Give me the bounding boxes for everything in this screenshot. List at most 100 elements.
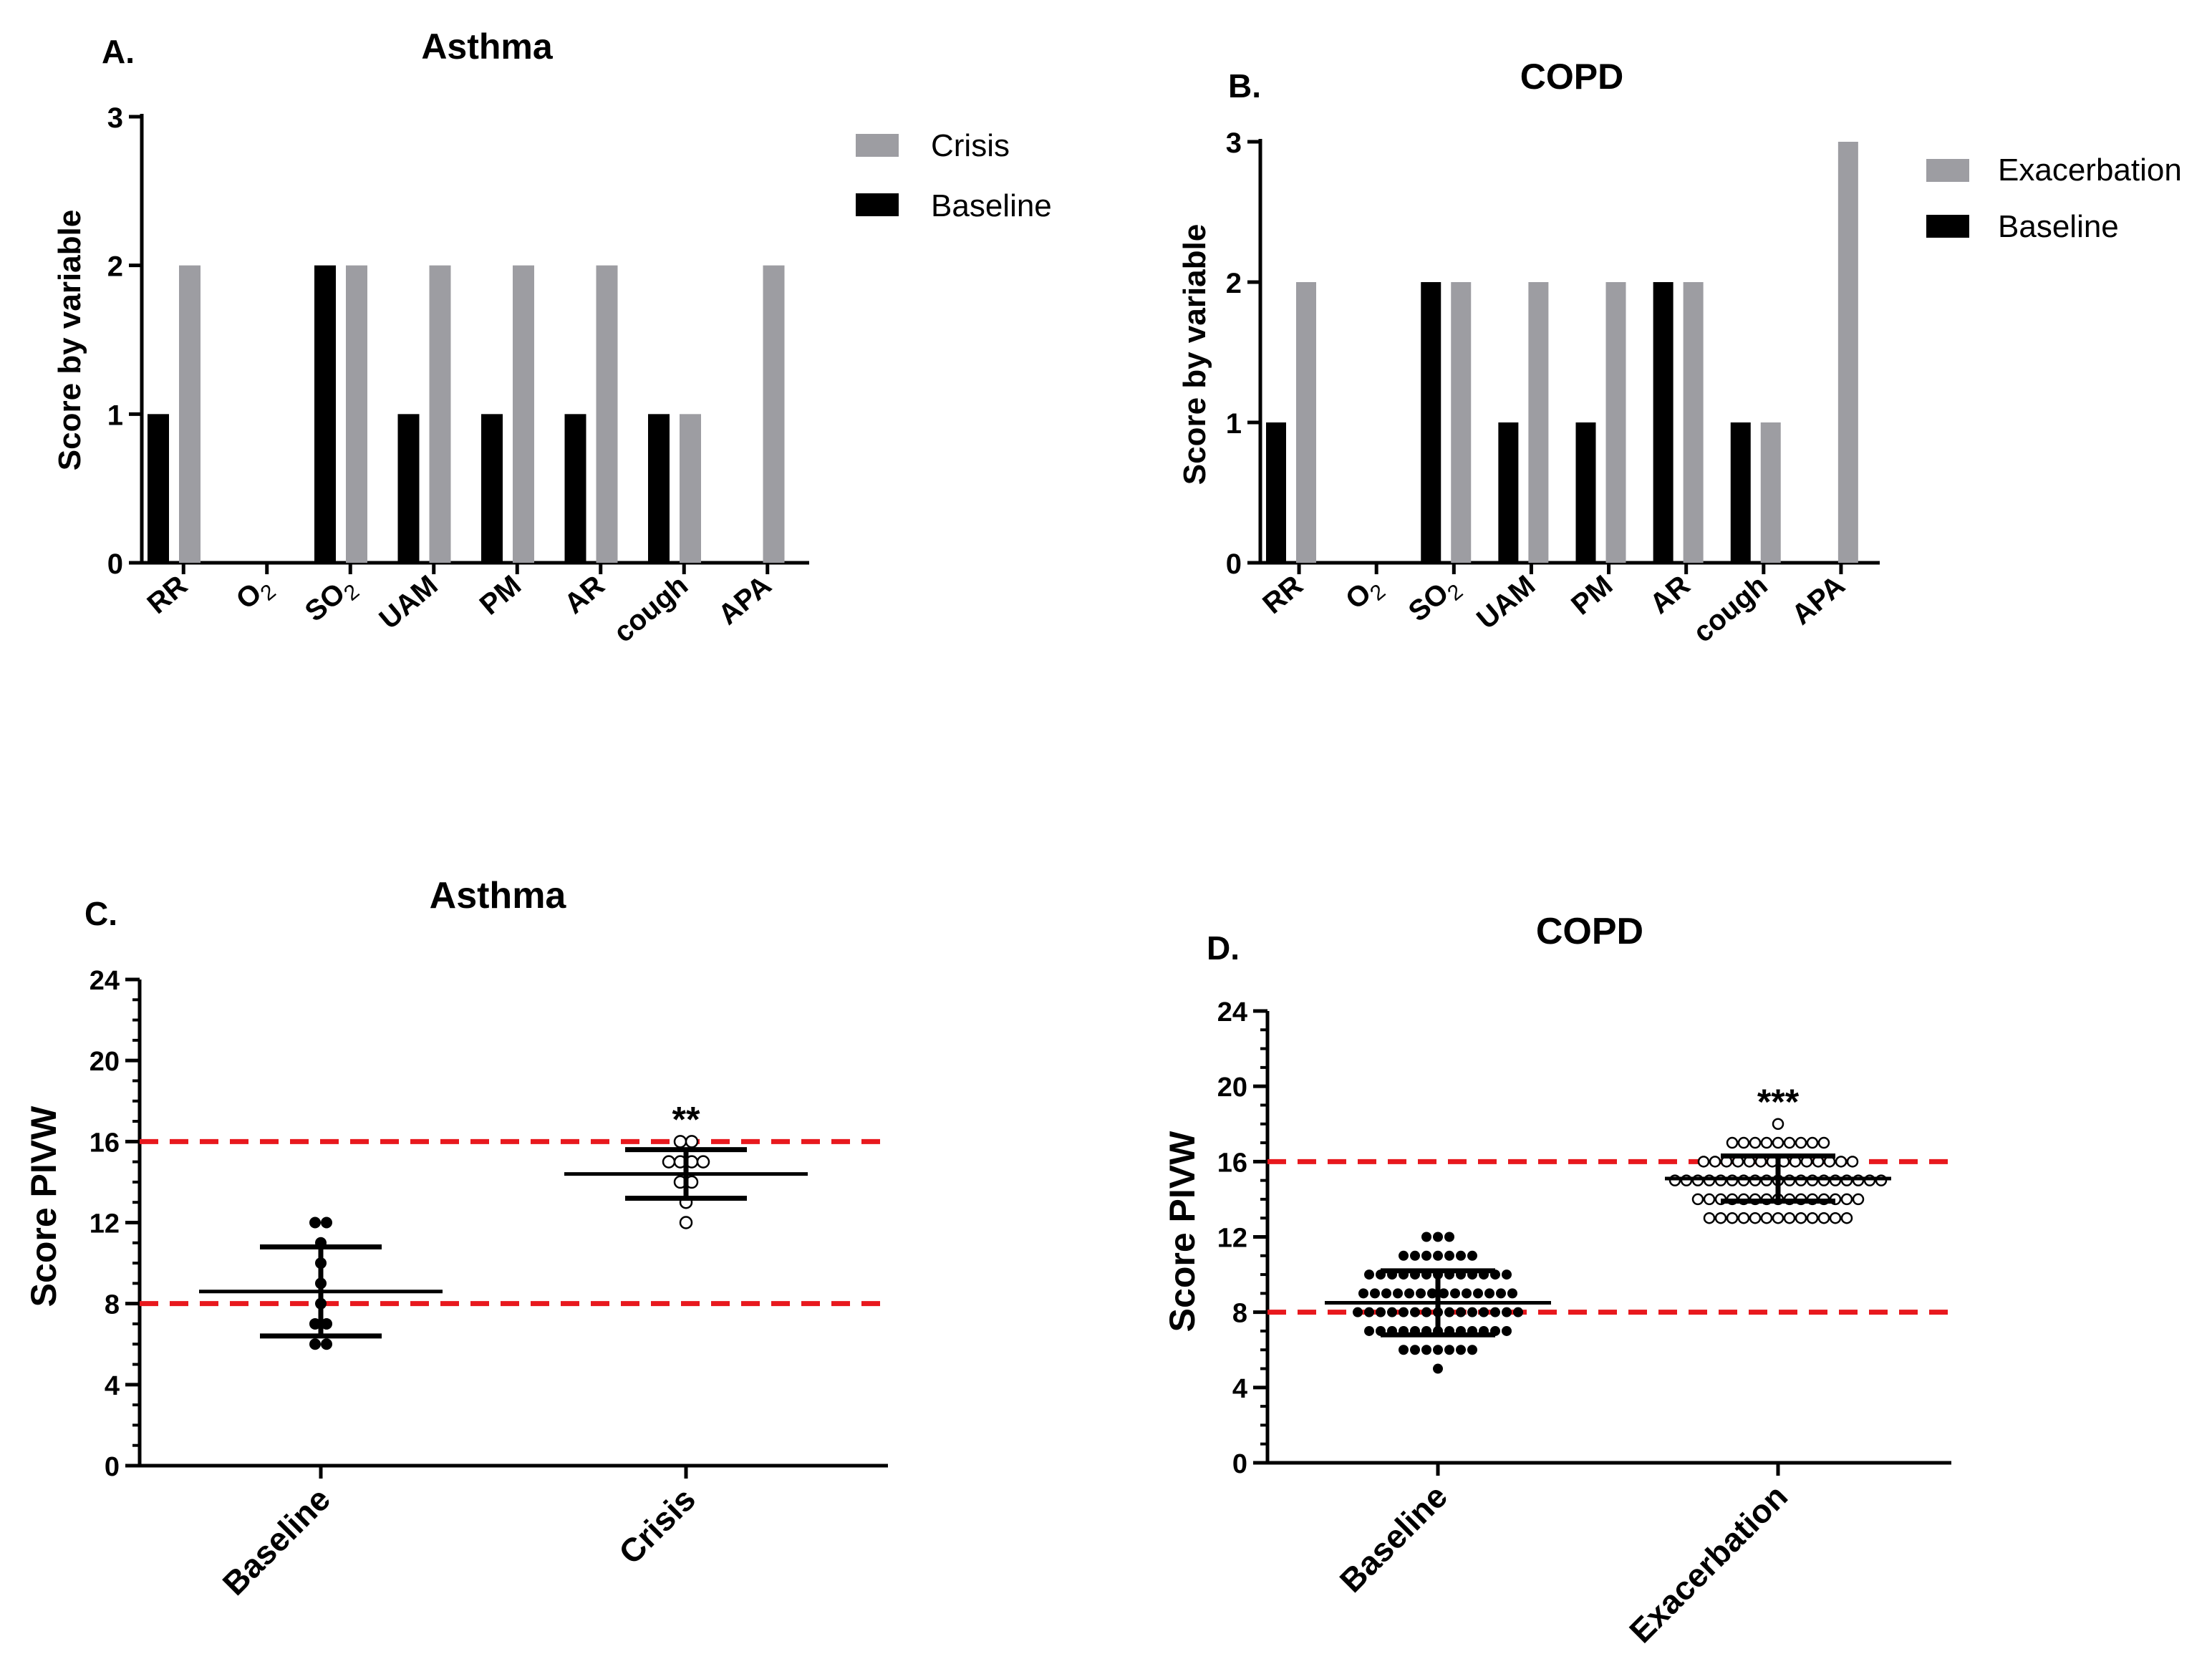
data-point <box>1467 1307 1477 1317</box>
data-point <box>1749 1211 1762 1224</box>
panel-d-plot: 0 4 8 12 16 20 24 Baseline Exacerbation *** <box>1217 997 1951 1650</box>
y-tick-label: 12 <box>90 1209 120 1239</box>
x-tick-label: cough <box>608 569 694 649</box>
x-tick-label: PM <box>474 569 527 621</box>
y-tick-label: 3 <box>1226 127 1242 159</box>
data-point <box>1433 1345 1443 1355</box>
legend-exacerbation-label: Exacerbation <box>1998 153 2182 188</box>
data-point <box>1467 1250 1477 1261</box>
data-point <box>1737 1136 1750 1149</box>
y-tick-label: 0 <box>1232 1449 1247 1479</box>
data-point <box>1410 1307 1420 1317</box>
x-tick-label: AR <box>559 569 611 620</box>
data-point <box>1479 1307 1489 1317</box>
data-point <box>1433 1232 1443 1242</box>
y-tick-label: 0 <box>107 548 123 580</box>
panel-d-label: D. <box>1207 929 1240 967</box>
data-point <box>1697 1156 1710 1168</box>
bar-exacerbation <box>1837 142 1858 563</box>
data-point <box>1709 1156 1721 1168</box>
panel-a: A. Asthma Score by variable 0 1 2 3 RR O2 SO2 U… <box>52 26 1052 649</box>
y-tick-label: 0 <box>105 1452 120 1482</box>
data-point <box>1370 1288 1380 1299</box>
bar-baseline <box>1421 282 1441 563</box>
data-point <box>1726 1136 1739 1149</box>
data-point <box>1410 1345 1420 1355</box>
bar-baseline <box>481 414 503 563</box>
data-point <box>679 1216 693 1229</box>
y-tick-label: 3 <box>107 102 123 134</box>
data-point <box>1703 1211 1716 1224</box>
panel-b-title: COPD <box>1520 57 1623 97</box>
bar-crisis <box>429 265 451 563</box>
y-tick-label: 24 <box>90 966 120 996</box>
data-point <box>1703 1193 1716 1206</box>
data-point <box>1439 1288 1449 1299</box>
legend-crisis-swatch <box>856 134 899 157</box>
panel-d-ylabel: Score PIVW <box>1162 1131 1202 1332</box>
data-point <box>1387 1307 1397 1317</box>
legend-baseline-swatch <box>856 193 899 216</box>
y-tick-label: 1 <box>107 400 123 431</box>
data-point <box>321 1317 332 1330</box>
data-point <box>309 1216 321 1229</box>
data-point <box>1691 1193 1704 1206</box>
legend-crisis-label: Crisis <box>931 128 1010 163</box>
x-tick-label: AR <box>1644 569 1696 620</box>
panel-c-label: C. <box>84 895 117 932</box>
panel-c-plot: 0 4 8 12 16 20 24 Baseline Crisis ** <box>90 966 888 1602</box>
bar-baseline <box>1498 422 1519 563</box>
data-point <box>1364 1269 1374 1280</box>
data-point <box>1795 1136 1807 1149</box>
bar-crisis <box>513 265 534 563</box>
panel-b-ylabel: Score by variable <box>1177 224 1212 485</box>
bar-baseline <box>648 414 670 563</box>
bar-crisis <box>346 265 367 563</box>
data-point <box>1760 1211 1773 1224</box>
panel-a-ylabel: Score by variable <box>52 210 87 470</box>
data-point <box>662 1155 676 1169</box>
data-point <box>1496 1288 1506 1299</box>
data-point <box>1399 1250 1409 1261</box>
data-point <box>1714 1211 1727 1224</box>
x-tick-label: SO2 <box>299 569 364 632</box>
data-point <box>321 1338 332 1350</box>
data-point <box>696 1155 710 1169</box>
data-point <box>1726 1211 1739 1224</box>
bar-baseline <box>397 414 420 563</box>
x-tick-label: SO2 <box>1403 569 1467 632</box>
data-point <box>1358 1288 1368 1299</box>
data-point <box>1829 1211 1842 1224</box>
bar-baseline <box>1653 282 1674 563</box>
y-tick-label: 12 <box>1217 1224 1247 1254</box>
panel-c-title: Asthma <box>430 875 567 916</box>
bar-baseline <box>1730 422 1751 563</box>
y-tick-label: 24 <box>1217 997 1247 1027</box>
data-point <box>1456 1345 1466 1355</box>
data-point <box>1749 1136 1762 1149</box>
x-tick-label: Crisis <box>612 1480 702 1571</box>
x-tick-label: O2 <box>1340 569 1390 620</box>
data-point <box>1444 1232 1454 1242</box>
data-point <box>1817 1211 1830 1224</box>
data-point <box>1795 1211 1807 1224</box>
y-tick-label: 0 <box>1226 548 1242 580</box>
data-point <box>1806 1211 1819 1224</box>
data-point <box>1421 1232 1431 1242</box>
data-point <box>1353 1307 1363 1317</box>
data-point <box>1456 1250 1466 1261</box>
x-tick-label: RR <box>141 569 193 620</box>
x-tick-label: APA <box>1786 569 1851 631</box>
bar-crisis <box>179 265 201 563</box>
y-tick-label: 1 <box>1226 408 1242 440</box>
bar-exacerbation <box>1605 282 1626 563</box>
legend-baseline-swatch <box>1926 215 1969 238</box>
data-point <box>1393 1288 1403 1299</box>
x-tick-label: PM <box>1565 569 1618 621</box>
y-tick-label: 16 <box>90 1128 120 1158</box>
data-point <box>1450 1288 1460 1299</box>
data-point <box>1502 1325 1512 1336</box>
x-tick-label: cough <box>1687 569 1773 649</box>
